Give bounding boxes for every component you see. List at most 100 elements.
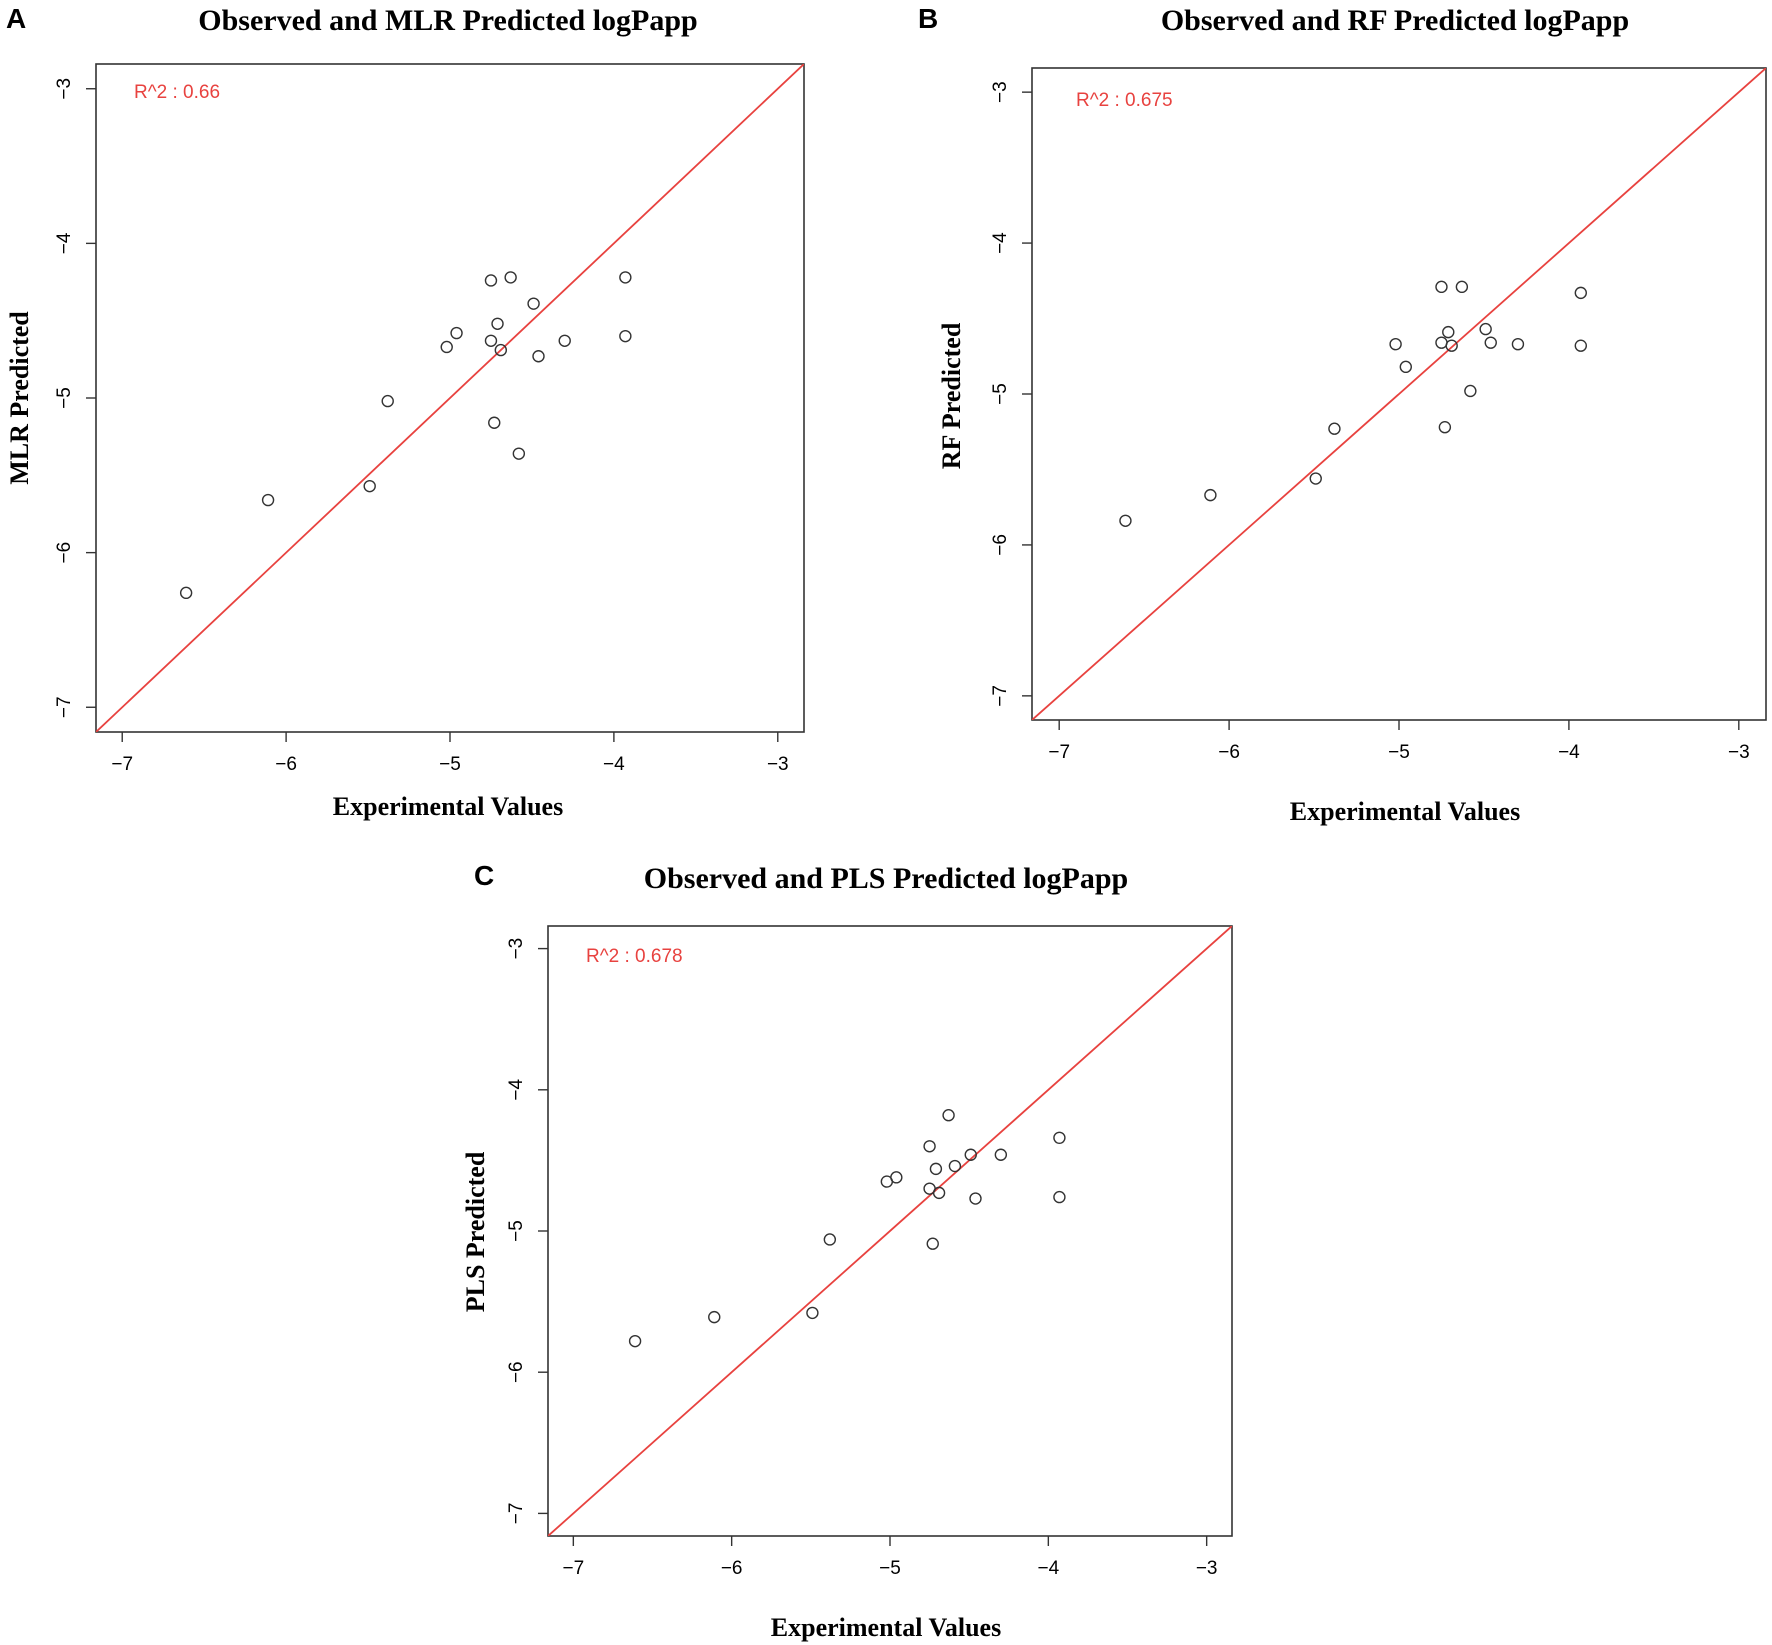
- y-axis-label: PLS Predicted: [461, 1151, 490, 1312]
- data-point: [619, 329, 632, 343]
- y-tick-label: −6: [54, 542, 75, 564]
- data-point: [628, 1334, 642, 1348]
- x-tick-label: −6: [721, 1558, 743, 1579]
- data-point: [890, 1171, 903, 1184]
- plot-content: −7 −6 −5 −4 −3 −7 −6 −5 −4 −3: [990, 68, 1766, 763]
- data-point: [923, 1140, 936, 1153]
- data-point: [1442, 325, 1455, 339]
- y-tick-label: −6: [990, 534, 1011, 556]
- data-point: [806, 1306, 819, 1320]
- x-tick-label: −3: [767, 754, 789, 775]
- panel-letter: A: [6, 3, 26, 34]
- data-point: [932, 1186, 946, 1200]
- data-point: [1484, 336, 1497, 349]
- x-tick-label: −6: [275, 754, 297, 775]
- data-point: [1389, 337, 1402, 351]
- chart-panel-a: A Observed and MLR Predicted logPapp −7 −…: [5, 3, 805, 821]
- data-point: [1435, 280, 1448, 294]
- chart-panel-b: B Observed and RF Predicted logPapp −7 −6…: [918, 3, 1767, 826]
- reference-line: [1032, 68, 1766, 720]
- data-point: [1574, 286, 1588, 300]
- y-tick-label: −3: [990, 81, 1011, 103]
- data-point: [969, 1192, 982, 1205]
- x-tick-label: −5: [1388, 742, 1410, 763]
- y-tick-label: −3: [506, 938, 527, 960]
- data-point: [527, 297, 540, 310]
- data-point: [491, 317, 504, 330]
- chart-title: Observed and MLR Predicted logPapp: [198, 4, 697, 37]
- x-tick-label: −3: [1728, 742, 1750, 763]
- data-point: [1479, 322, 1492, 336]
- x-tick-label: −7: [111, 754, 133, 775]
- x-tick-label: −6: [1218, 742, 1240, 763]
- y-tick-label: −7: [506, 1503, 527, 1525]
- y-tick-label: −4: [990, 232, 1011, 254]
- x-tick-label: −7: [562, 1558, 584, 1579]
- y-tick-label: −5: [54, 387, 75, 409]
- data-point: [1053, 1190, 1066, 1204]
- data-point: [1119, 514, 1132, 527]
- data-point: [926, 1237, 939, 1250]
- y-tick-label: −3: [54, 78, 75, 100]
- x-tick-label: −4: [603, 754, 625, 775]
- data-point: [708, 1310, 721, 1324]
- y-tick-label: −7: [990, 685, 1011, 707]
- data-point: [484, 334, 498, 347]
- y-axis-label: MLR Predicted: [5, 311, 34, 485]
- data-point: [1309, 472, 1322, 485]
- data-point: [363, 479, 376, 493]
- chart-title: Observed and PLS Predicted logPapp: [644, 862, 1128, 895]
- data-point: [948, 1159, 962, 1173]
- x-axis-label: Experimental Values: [1290, 797, 1520, 826]
- data-point: [381, 394, 394, 408]
- panel-letter: C: [474, 860, 494, 891]
- data-point: [1464, 384, 1477, 398]
- data-point: [494, 343, 508, 357]
- data-point: [532, 350, 545, 363]
- data-point: [1574, 339, 1588, 352]
- data-point: [1204, 488, 1217, 502]
- x-axis-label: Experimental Values: [771, 1613, 1001, 1642]
- x-tick-label: −7: [1048, 742, 1070, 763]
- x-tick-label: −4: [1037, 1558, 1059, 1579]
- x-tick-label: −5: [879, 1558, 901, 1579]
- y-tick-label: −7: [54, 696, 75, 718]
- data-point: [994, 1148, 1008, 1161]
- y-tick-label: −5: [990, 383, 1011, 405]
- data-point: [512, 447, 526, 460]
- r-squared-annotation: R^2 : 0.678: [586, 946, 683, 967]
- data-point: [619, 271, 632, 284]
- data-point: [929, 1162, 943, 1176]
- r-squared-annotation: R^2 : 0.66: [134, 82, 220, 103]
- chart-title: Observed and RF Predicted logPapp: [1161, 4, 1629, 37]
- data-point: [484, 274, 498, 287]
- data-point: [1445, 339, 1458, 352]
- data-point: [1399, 360, 1412, 374]
- y-tick-label: −4: [506, 1079, 527, 1101]
- r-squared-annotation: R^2 : 0.675: [1076, 90, 1173, 111]
- x-tick-label: −4: [1558, 742, 1580, 763]
- reference-line: [96, 64, 804, 732]
- data-point: [823, 1233, 837, 1246]
- reference-line: [548, 926, 1232, 1536]
- data-point: [1328, 422, 1341, 435]
- data-point: [1435, 336, 1448, 349]
- data-point: [558, 334, 571, 347]
- data-point: [942, 1109, 955, 1122]
- panel-letter: B: [918, 3, 938, 34]
- data-point: [964, 1148, 977, 1161]
- x-axis-label: Experimental Values: [333, 792, 563, 821]
- x-tick-label: −5: [439, 754, 461, 775]
- x-tick-label: −3: [1196, 1558, 1218, 1579]
- data-point: [179, 586, 193, 600]
- data-point: [1438, 421, 1452, 434]
- y-tick-label: −6: [506, 1361, 527, 1383]
- data-point: [1455, 280, 1469, 294]
- data-point: [450, 326, 463, 340]
- data-point: [488, 416, 501, 429]
- data-point: [504, 271, 517, 284]
- data-point: [261, 493, 275, 507]
- y-axis-label: RF Predicted: [937, 322, 966, 469]
- data-point: [1053, 1131, 1066, 1145]
